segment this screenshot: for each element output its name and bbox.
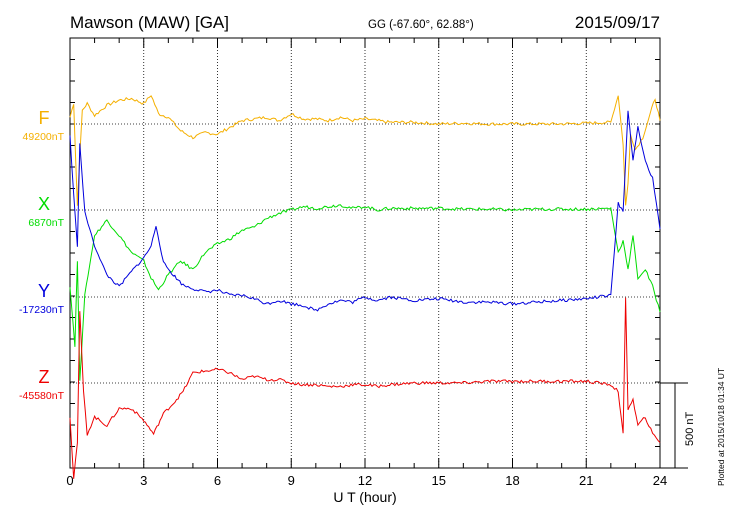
x-tick-label: 21	[579, 473, 593, 488]
x-tick-label: 15	[432, 473, 446, 488]
series-name-z: Z	[39, 367, 50, 387]
x-tick-label: 6	[214, 473, 221, 488]
plot-frame	[69, 37, 661, 469]
station-coordinates: GG (-67.60°, 62.88°)	[368, 19, 474, 31]
series-line-y	[69, 110, 661, 312]
series-layer	[69, 95, 661, 479]
x-tick-label: 18	[505, 473, 519, 488]
plot-date: 2015/09/17	[575, 13, 660, 32]
x-tick-label: 3	[140, 473, 147, 488]
series-line-z	[69, 297, 661, 479]
x-tick-label: 0	[66, 473, 73, 488]
x-tick-label: 9	[288, 473, 295, 488]
series-line-f	[69, 95, 661, 206]
scale-bar-label: 500 nT	[684, 411, 696, 446]
plotted-timestamp: Plotted at 2015/10/18 01:34 UT	[716, 368, 726, 486]
baseline-label-f: 49200nT	[23, 131, 65, 143]
x-tick-label: 24	[653, 473, 667, 488]
x-tick-label: 12	[358, 473, 372, 488]
series-label-layer: F 49200nT X 6870nT Y -17230nT Z -45580nT	[19, 108, 65, 402]
series-line-x	[69, 204, 661, 381]
series-name-y: Y	[38, 281, 50, 301]
baseline-label-y: -17230nT	[19, 304, 65, 316]
series-name-f: F	[39, 108, 50, 128]
x-axis-title: U T (hour)	[333, 489, 396, 505]
series-name-x: X	[38, 194, 50, 214]
grid-layer	[70, 38, 660, 468]
tick-layer: 0 3 6 9 12 15 18 21 24	[66, 38, 667, 488]
scale-bar: 500 nT	[660, 382, 696, 469]
station-title: Mawson (MAW) [GA]	[70, 13, 229, 32]
baseline-label-z: -45580nT	[19, 390, 65, 402]
baseline-label-x: 6870nT	[28, 217, 64, 229]
